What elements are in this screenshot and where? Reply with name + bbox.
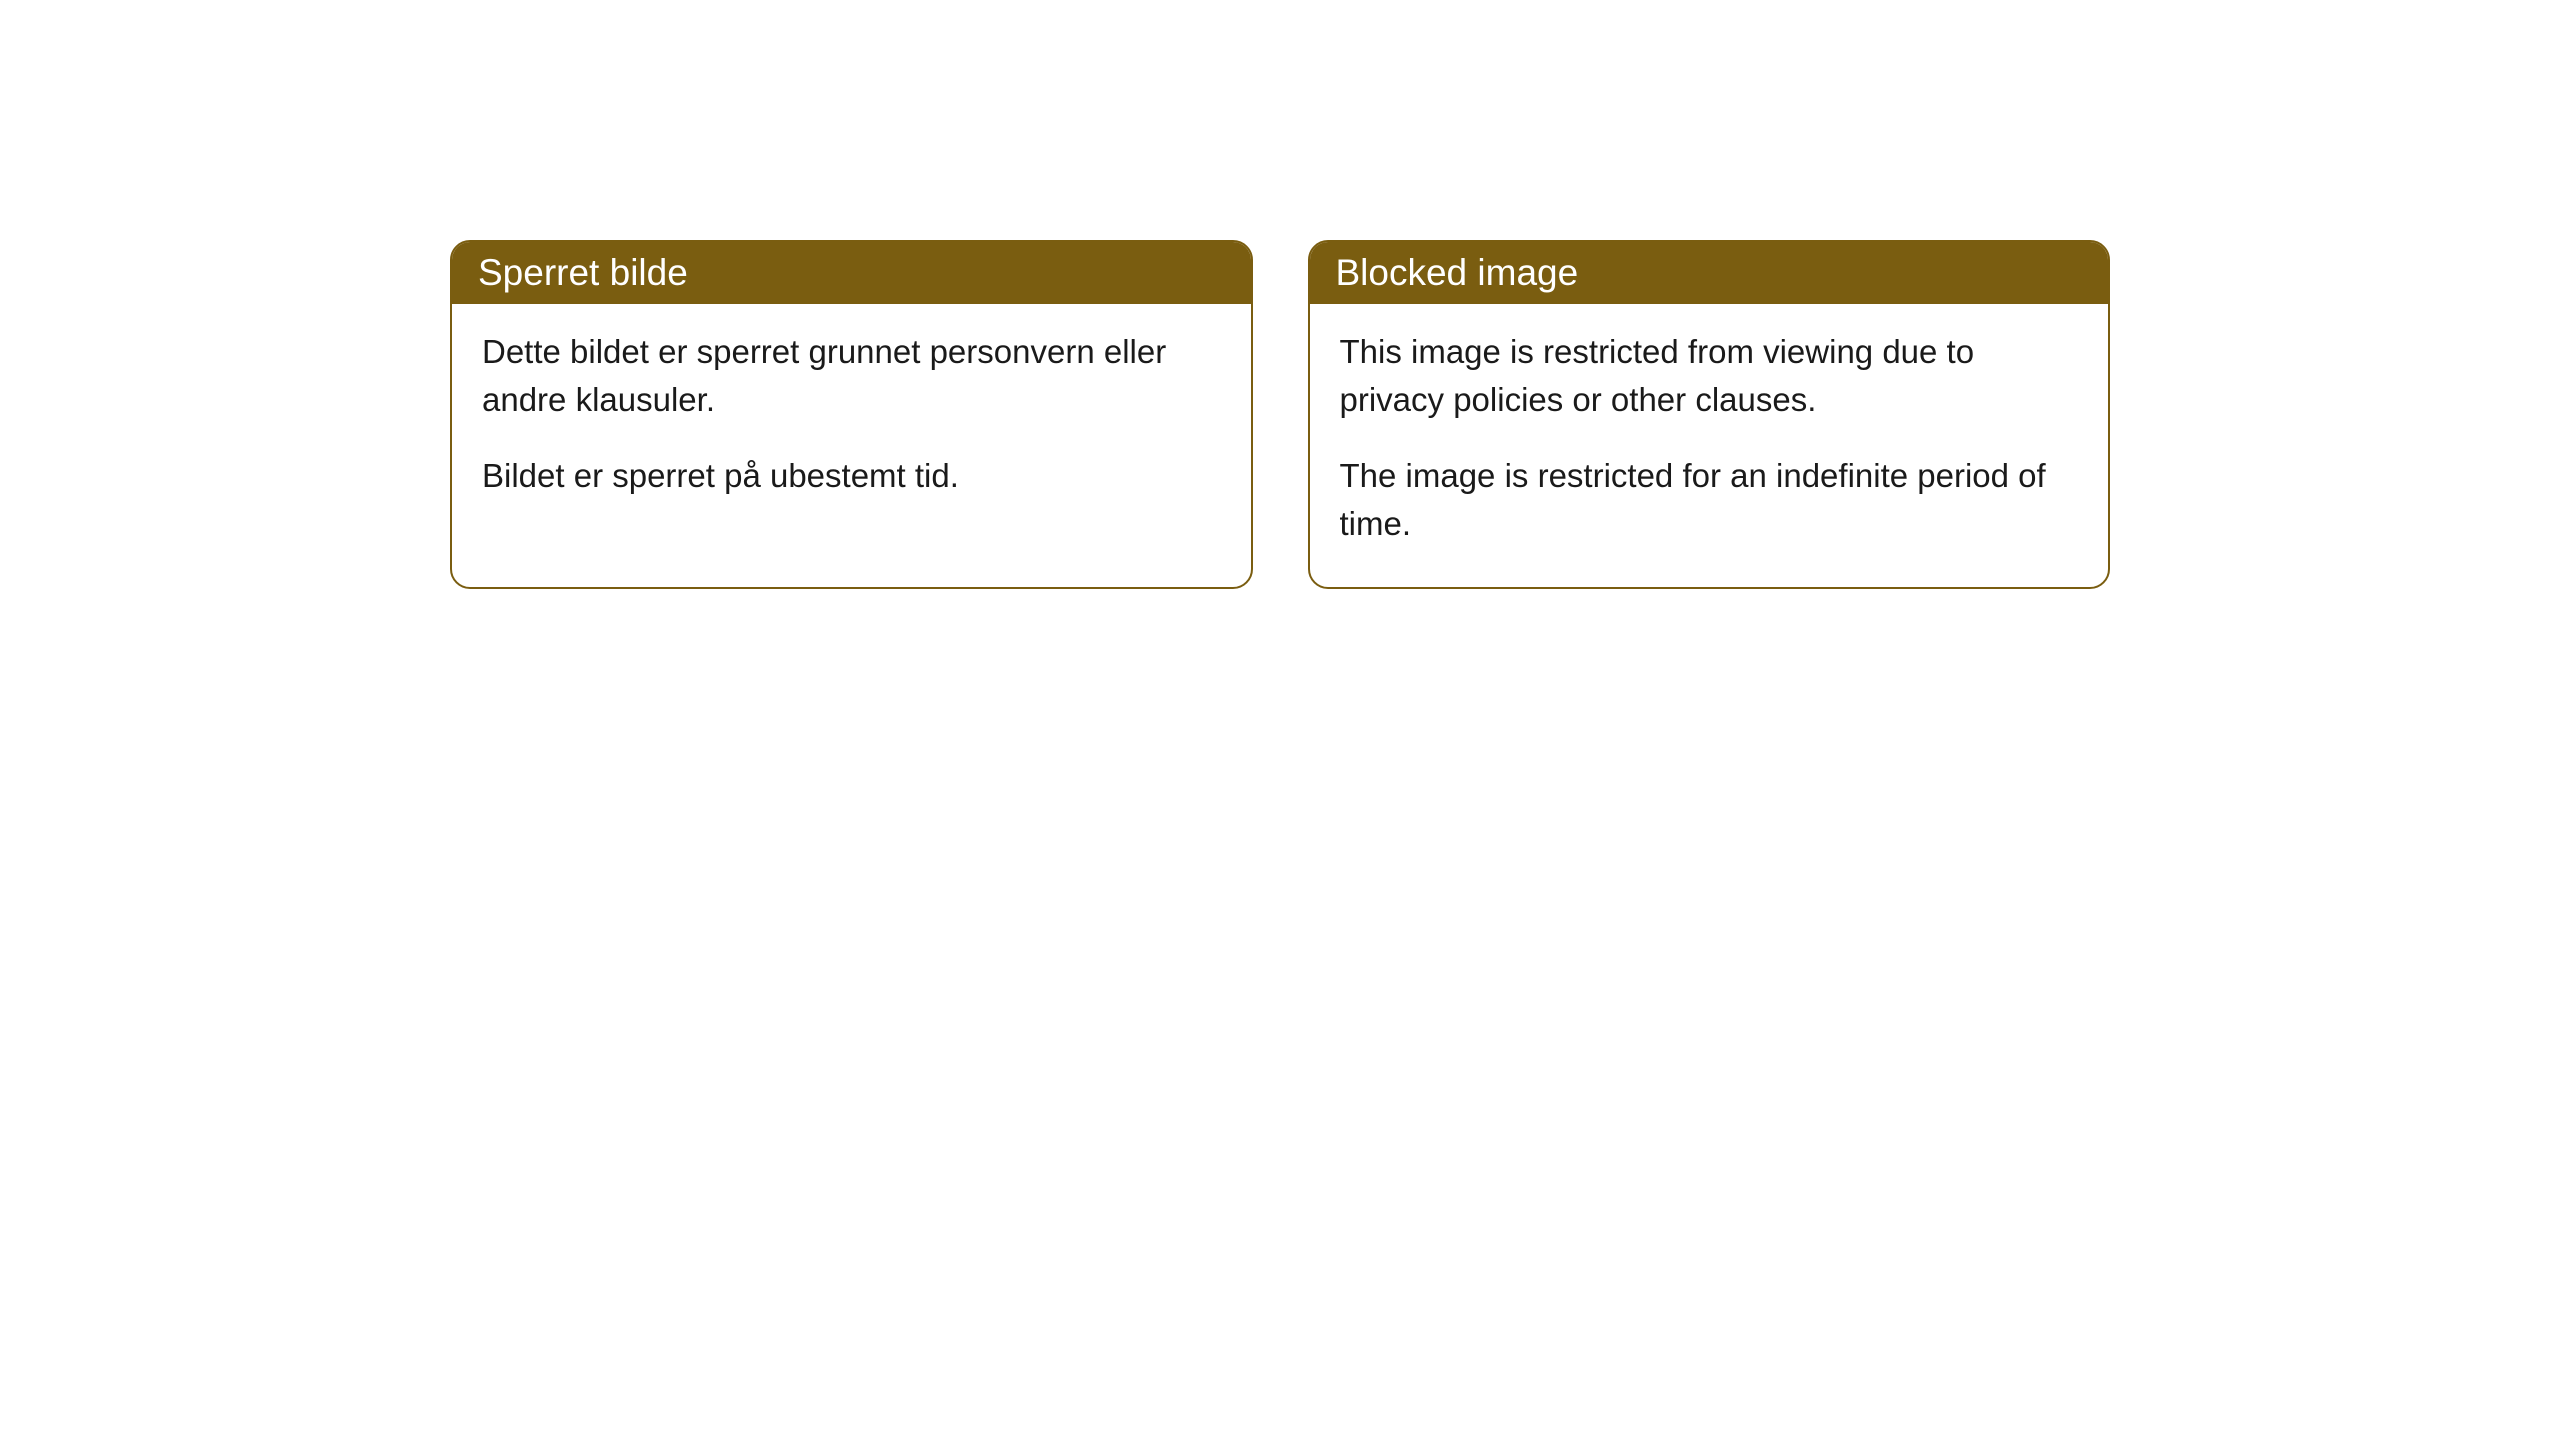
notice-card-norwegian: Sperret bilde Dette bildet er sperret gr… [450,240,1253,589]
card-paragraph: Dette bildet er sperret grunnet personve… [482,328,1221,424]
card-paragraph: This image is restricted from viewing du… [1340,328,2079,424]
notice-card-english: Blocked image This image is restricted f… [1308,240,2111,589]
card-title: Blocked image [1336,252,1579,293]
card-header: Sperret bilde [452,242,1251,304]
card-paragraph: The image is restricted for an indefinit… [1340,452,2079,548]
card-header: Blocked image [1310,242,2109,304]
card-body: Dette bildet er sperret grunnet personve… [452,304,1251,540]
card-paragraph: Bildet er sperret på ubestemt tid. [482,452,1221,500]
notice-cards-container: Sperret bilde Dette bildet er sperret gr… [450,240,2110,589]
card-title: Sperret bilde [478,252,688,293]
card-body: This image is restricted from viewing du… [1310,304,2109,587]
